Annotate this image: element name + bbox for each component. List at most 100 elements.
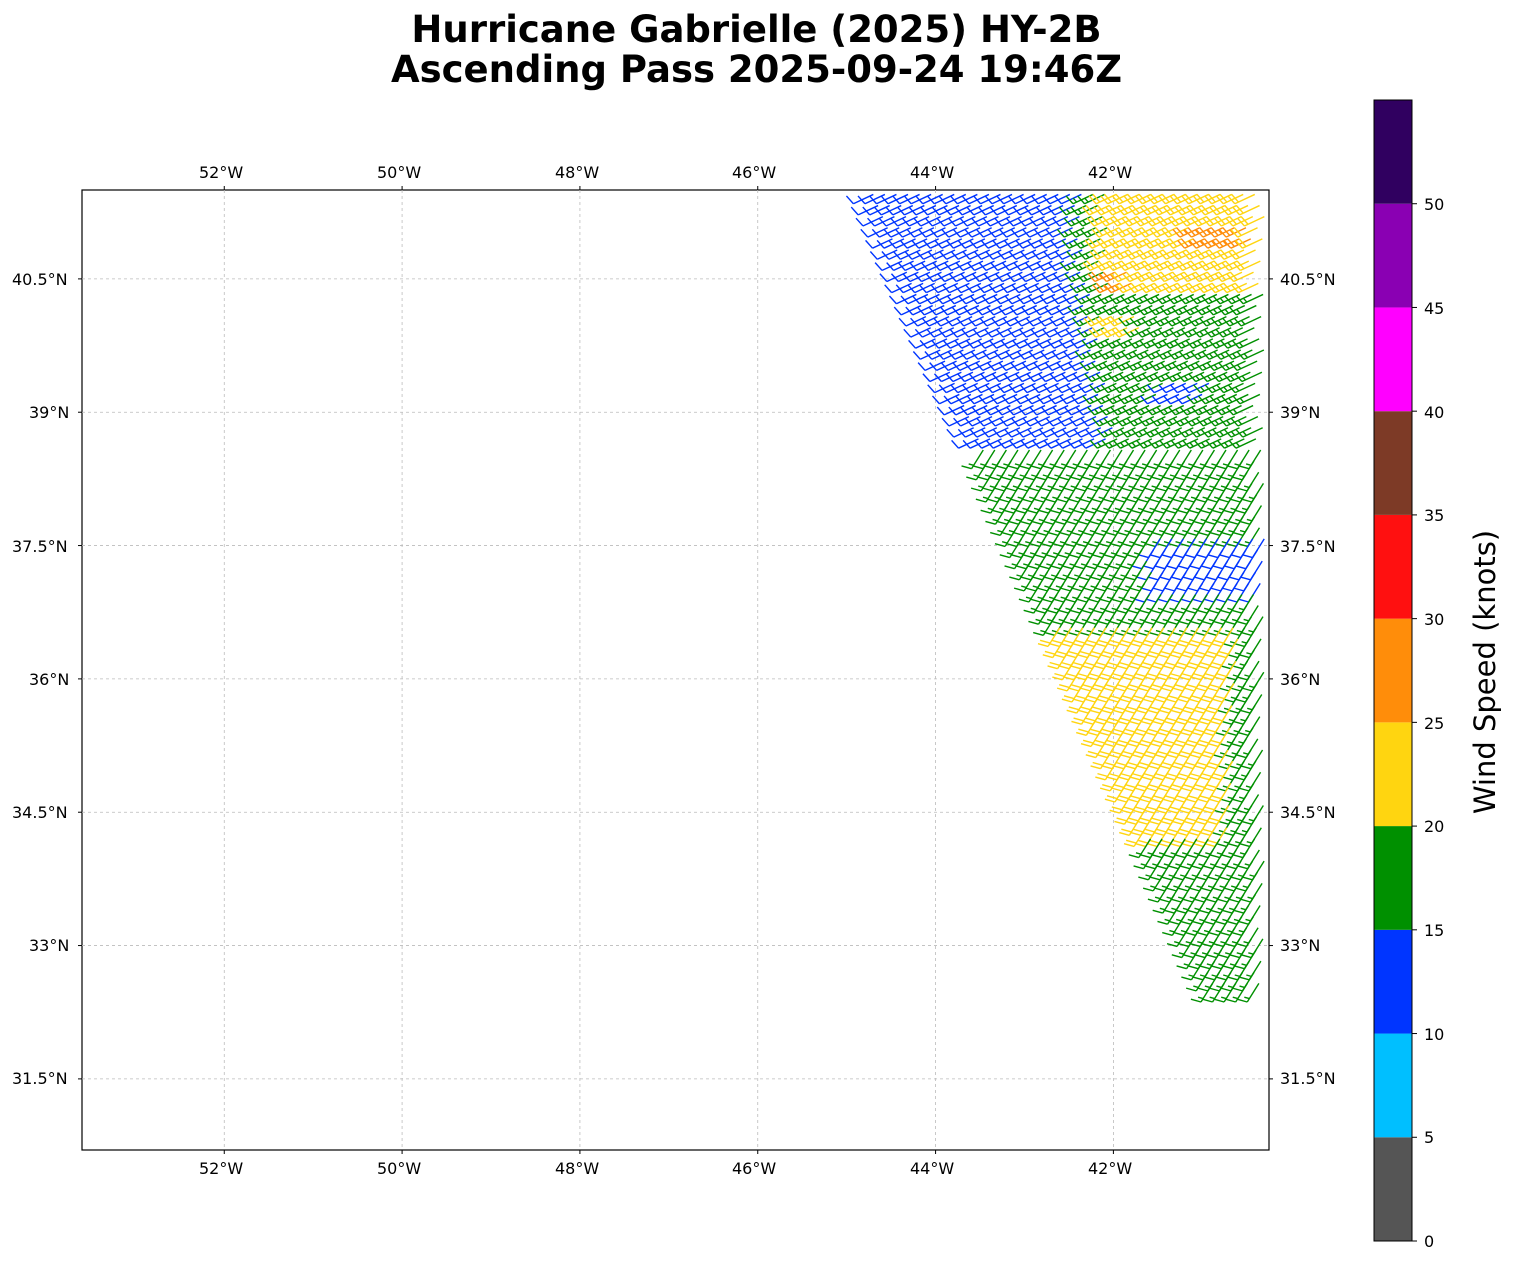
barb-half-feather: [1088, 342, 1094, 347]
barb-feather: [1033, 498, 1044, 503]
barb-feather: [1100, 654, 1111, 659]
barb-feather: [1066, 439, 1075, 449]
barb-feather: [1115, 284, 1124, 294]
barb-feather: [1038, 239, 1047, 249]
barb-feather: [1174, 854, 1186, 859]
graticule: [78, 186, 1273, 1154]
barb-feather: [1104, 339, 1113, 349]
barb-half-feather: [1230, 375, 1235, 381]
barb-feather: [1156, 731, 1168, 736]
barb-feather: [1126, 687, 1137, 692]
barb-feather: [1188, 509, 1199, 514]
barb-feather: [1142, 509, 1153, 514]
barb-feather: [1111, 806, 1123, 811]
barb-feather: [1125, 631, 1136, 636]
barb-half-feather: [1046, 618, 1053, 622]
barb-feather: [1152, 227, 1161, 236]
barb-feather: [1046, 609, 1058, 614]
barb-feather: [1170, 843, 1181, 848]
barb-feather: [1146, 806, 1157, 811]
barb-feather: [1066, 576, 1078, 581]
barb-half-feather: [1091, 375, 1096, 381]
barb-feather: [1075, 217, 1084, 227]
barb-half-feather: [1244, 540, 1251, 544]
barb-half-feather: [1086, 629, 1092, 633]
barb-half-feather: [1096, 518, 1102, 522]
barb-feather: [952, 362, 961, 371]
barb-feather: [1133, 273, 1142, 282]
barb-feather: [1060, 317, 1069, 327]
barb-feather: [1090, 216, 1099, 225]
barb-feather: [1129, 317, 1138, 327]
barb-feather: [980, 373, 989, 382]
barb-half-feather: [1040, 629, 1046, 633]
barb-feather: [1099, 731, 1110, 736]
barb-half-feather: [1183, 375, 1189, 381]
barb-feather: [1047, 262, 1056, 271]
barb-half-feather: [1058, 485, 1065, 489]
barb-feather: [1211, 282, 1220, 292]
barb-feather: [1039, 295, 1048, 305]
barb-feather: [1026, 373, 1035, 382]
barb-feather: [1175, 739, 1186, 744]
barb-feather: [1084, 717, 1096, 722]
barb-half-feather: [1063, 629, 1069, 633]
barb-half-feather: [1035, 618, 1041, 622]
barb-half-feather: [1118, 596, 1124, 600]
barb-feather: [1120, 620, 1132, 625]
barb-feather: [1080, 743, 1092, 748]
barb-feather: [944, 317, 953, 327]
barb-feather: [1041, 328, 1050, 338]
wind-barb: [1226, 271, 1254, 283]
barb-feather: [1214, 273, 1223, 282]
barb-feather: [1144, 695, 1156, 700]
barb-half-feather: [1073, 253, 1078, 259]
barb-feather: [899, 239, 908, 249]
barb-feather: [1148, 216, 1157, 225]
barb-half-feather: [1109, 629, 1115, 633]
barb-feather: [971, 217, 980, 227]
barb-feather: [1149, 839, 1160, 844]
barb-half-feather: [1072, 463, 1078, 466]
barb-feather: [1035, 339, 1044, 349]
barb-half-feather: [1111, 474, 1118, 478]
barb-feather: [1068, 417, 1077, 427]
barb-feather: [1168, 865, 1179, 870]
barb-half-feather: [1200, 518, 1206, 522]
barb-feather: [1105, 720, 1117, 725]
barb-feather: [964, 228, 973, 238]
barb-feather: [917, 362, 926, 371]
barb-half-feather: [1200, 442, 1206, 447]
barb-feather: [1019, 384, 1028, 394]
wind-barb: [1221, 260, 1250, 272]
barb-feather: [1188, 282, 1197, 292]
barb-feather: [954, 339, 963, 349]
barb-feather: [948, 273, 957, 282]
barb-half-feather: [1021, 585, 1027, 589]
barb-half-feather: [1144, 496, 1151, 500]
barb-half-feather: [1050, 518, 1056, 522]
barb-half-feather: [1042, 607, 1048, 611]
barb-feather: [1126, 554, 1138, 559]
barb-feather: [1161, 554, 1172, 559]
barb-half-feather: [1098, 364, 1103, 370]
barb-feather: [1099, 328, 1108, 338]
barb-feather: [1097, 351, 1106, 360]
barb-feather: [928, 306, 937, 316]
barb-feather: [1005, 351, 1014, 360]
barb-half-feather: [1132, 364, 1138, 370]
barb-half-feather: [1217, 319, 1223, 325]
barb-feather: [1201, 754, 1212, 759]
barb-half-feather: [1022, 507, 1028, 511]
barb-feather: [1186, 720, 1198, 725]
barb-half-feather: [1233, 540, 1239, 544]
barb-feather: [1118, 661, 1130, 666]
barb-feather: [1136, 306, 1145, 316]
barb-feather: [1096, 717, 1107, 722]
barb-feather: [1169, 787, 1180, 792]
barb-feather: [1199, 282, 1208, 292]
barb-half-feather: [1154, 442, 1160, 447]
barb-feather: [1160, 498, 1172, 503]
barb-feather: [1087, 543, 1098, 548]
barb-feather: [1212, 204, 1221, 214]
